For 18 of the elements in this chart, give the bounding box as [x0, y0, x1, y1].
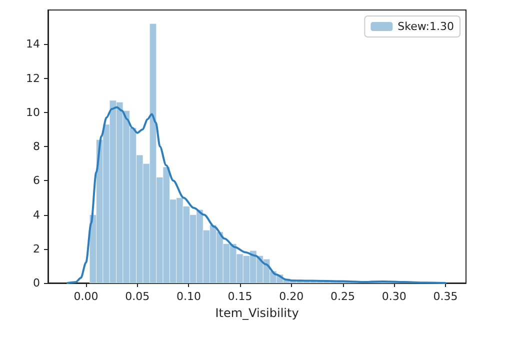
legend-label: Skew:1.30 — [398, 20, 454, 33]
y-tick-label: 10 — [26, 106, 40, 119]
x-tick-label: 0.15 — [228, 290, 252, 303]
y-tick-label: 2 — [33, 242, 40, 256]
x-tick-label: 0.10 — [176, 290, 201, 303]
y-tick-label: 8 — [33, 140, 40, 153]
x-axis-title: Item_Visibility — [215, 306, 299, 320]
x-tick-label: 0.20 — [279, 290, 304, 303]
y-tick-label: 14 — [26, 38, 40, 51]
x-tick-label: 0.30 — [382, 290, 406, 303]
x-tick-label: 0.35 — [433, 290, 458, 303]
y-tick-label: 0 — [33, 276, 40, 290]
x-tick-label: 0.00 — [74, 290, 98, 303]
x-tick-label: 0.05 — [125, 290, 150, 303]
y-tick-label: 12 — [26, 72, 40, 85]
y-tick-label: 4 — [33, 208, 40, 222]
y-tick-label: 6 — [33, 174, 40, 188]
x-tick-label: 0.25 — [330, 290, 356, 303]
